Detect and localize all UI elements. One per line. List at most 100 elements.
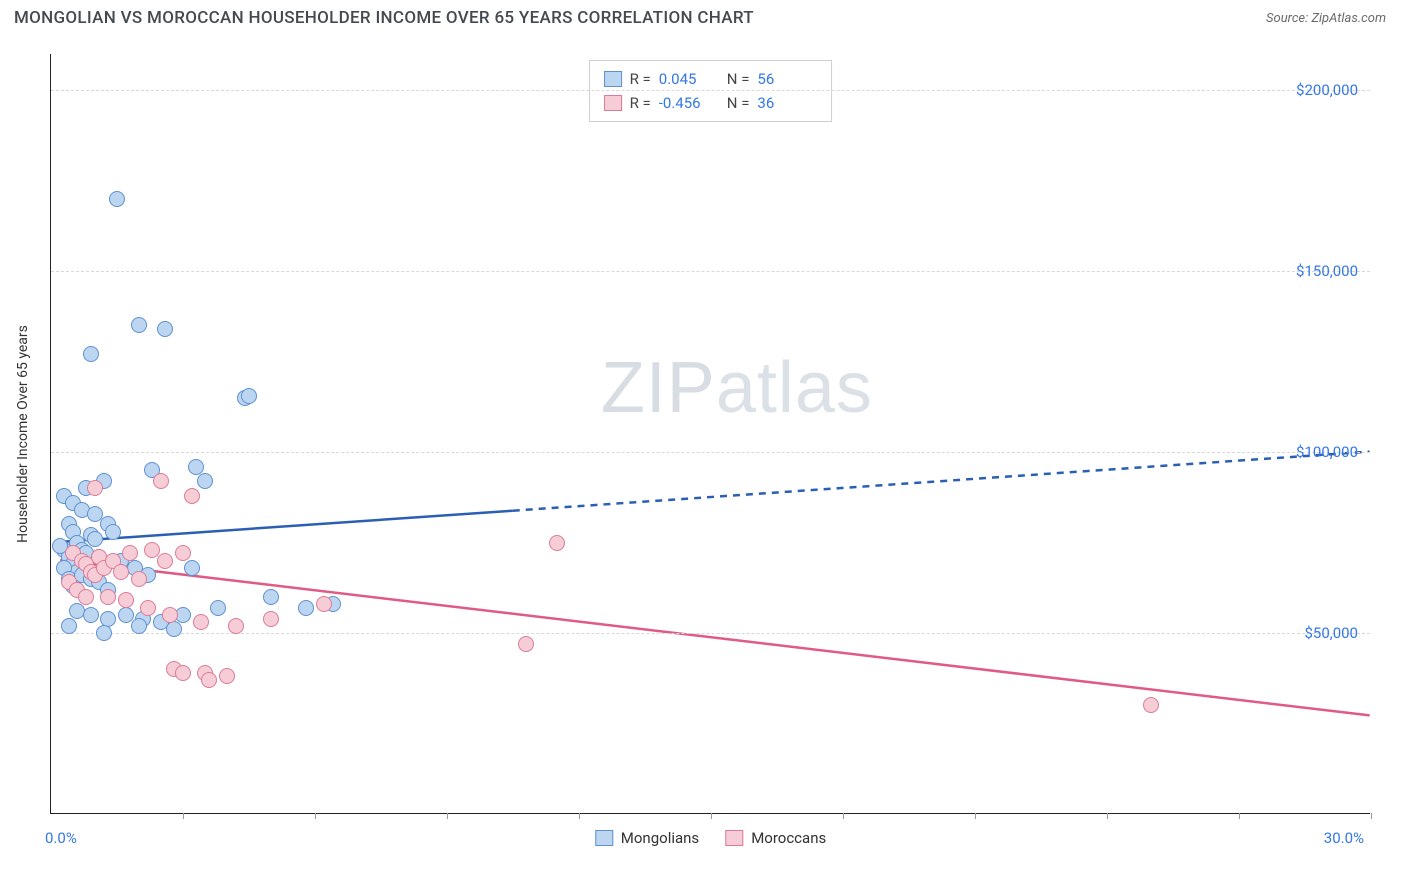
data-point-mongolians — [61, 618, 77, 634]
data-point-mongolians — [83, 527, 99, 543]
data-point-mongolians — [113, 553, 129, 569]
data-point-mongolians — [109, 191, 125, 207]
x-tick — [1371, 813, 1372, 819]
data-point-mongolians — [197, 473, 213, 489]
data-point-moroccans — [69, 582, 85, 598]
data-point-moroccans — [193, 614, 209, 630]
x-tick — [1239, 813, 1240, 819]
data-point-mongolians — [325, 596, 341, 612]
data-point-mongolians — [56, 542, 72, 558]
data-point-mongolians — [100, 516, 116, 532]
legend-item-moroccans: Moroccans — [725, 829, 826, 847]
data-point-mongolians — [298, 600, 314, 616]
data-point-mongolians — [175, 607, 191, 623]
watermark: ZIPatlas — [601, 347, 873, 429]
x-tick — [183, 813, 184, 819]
watermark-part2: atlas — [716, 348, 873, 428]
legend-label-mongolians: Mongolians — [621, 829, 699, 847]
data-point-moroccans — [175, 665, 191, 681]
data-point-mongolians — [131, 317, 147, 333]
data-point-moroccans — [100, 589, 116, 605]
data-point-mongolians — [127, 560, 143, 576]
data-point-mongolians — [61, 516, 77, 532]
x-tick — [315, 813, 316, 819]
data-point-mongolians — [56, 488, 72, 504]
data-point-mongolians — [83, 346, 99, 362]
r-label-1: R = — [630, 91, 651, 115]
source-name: ZipAtlas.com — [1311, 11, 1386, 26]
data-point-moroccans — [87, 480, 103, 496]
data-point-moroccans — [131, 571, 147, 587]
data-point-moroccans — [83, 564, 99, 580]
data-point-mongolians — [69, 564, 85, 580]
y-axis-title: Householder Income Over 65 years — [15, 325, 31, 543]
x-tick — [1107, 813, 1108, 819]
data-point-moroccans — [91, 549, 107, 565]
data-point-mongolians — [74, 542, 90, 558]
data-point-mongolians — [188, 459, 204, 475]
data-point-moroccans — [87, 567, 103, 583]
data-point-moroccans — [96, 560, 112, 576]
data-point-mongolians — [263, 589, 279, 605]
data-point-mongolians — [87, 506, 103, 522]
data-point-mongolians — [78, 545, 94, 561]
stats-row-moroccans: R = -0.456 N = 36 — [604, 91, 818, 115]
x-tick — [447, 813, 448, 819]
x-axis-min-label: 0.0% — [45, 829, 77, 847]
data-point-mongolians — [157, 321, 173, 337]
gridline-h — [51, 90, 1370, 91]
data-point-moroccans — [219, 668, 235, 684]
data-point-mongolians — [56, 560, 72, 576]
legend-swatch-mongolians — [595, 830, 613, 846]
n-value-1: 36 — [757, 91, 817, 115]
data-point-mongolians — [96, 473, 112, 489]
data-point-moroccans — [184, 488, 200, 504]
data-point-mongolians — [78, 480, 94, 496]
n-label-0: N = — [727, 67, 750, 91]
data-point-mongolians — [144, 462, 160, 478]
trend-lines — [51, 54, 1370, 813]
data-point-mongolians — [52, 538, 68, 554]
n-value-0: 56 — [757, 67, 817, 91]
data-point-mongolians — [210, 600, 226, 616]
data-point-moroccans — [105, 553, 121, 569]
chart-title: MONGOLIAN VS MOROCCAN HOUSEHOLDER INCOME… — [14, 8, 754, 28]
r-label-0: R = — [630, 67, 651, 91]
data-point-moroccans — [157, 553, 173, 569]
data-point-moroccans — [144, 542, 160, 558]
legend: Mongolians Moroccans — [595, 829, 826, 847]
legend-item-mongolians: Mongolians — [595, 829, 699, 847]
stats-row-mongolians: R = 0.045 N = 56 — [604, 67, 818, 91]
legend-label-moroccans: Moroccans — [751, 829, 826, 847]
data-point-mongolians — [83, 571, 99, 587]
r-value-0: 0.045 — [659, 67, 719, 91]
source-attribution: Source: ZipAtlas.com — [1266, 11, 1386, 26]
data-point-moroccans — [263, 611, 279, 627]
data-point-mongolians — [61, 549, 77, 565]
data-point-mongolians — [83, 607, 99, 623]
data-point-mongolians — [91, 574, 107, 590]
data-point-moroccans — [140, 600, 156, 616]
data-point-mongolians — [140, 567, 156, 583]
data-point-mongolians — [91, 549, 107, 565]
data-point-mongolians — [166, 621, 182, 637]
data-point-mongolians — [241, 388, 257, 404]
data-point-moroccans — [65, 545, 81, 561]
gridline-h — [51, 271, 1370, 272]
data-point-mongolians — [105, 524, 121, 540]
data-point-mongolians — [69, 603, 85, 619]
data-point-mongolians — [65, 524, 81, 540]
data-point-moroccans — [316, 596, 332, 612]
data-point-moroccans — [549, 535, 565, 551]
data-point-moroccans — [122, 545, 138, 561]
x-axis-max-label: 30.0% — [1324, 829, 1364, 847]
data-point-mongolians — [153, 614, 169, 630]
data-point-mongolians — [87, 531, 103, 547]
data-point-mongolians — [65, 556, 81, 572]
x-tick — [711, 813, 712, 819]
data-point-mongolians — [65, 495, 81, 511]
data-point-mongolians — [100, 611, 116, 627]
data-point-moroccans — [61, 574, 77, 590]
legend-swatch-moroccans — [725, 830, 743, 846]
gridline-h — [51, 633, 1370, 634]
